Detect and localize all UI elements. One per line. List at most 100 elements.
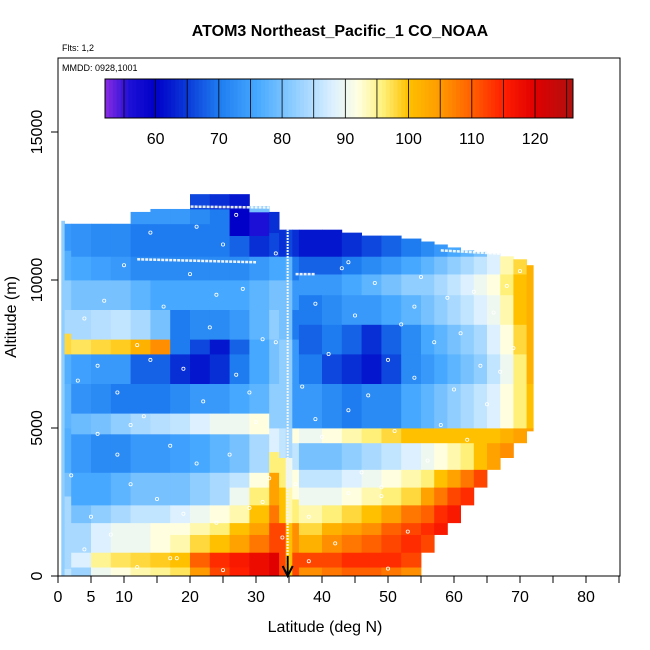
heatmap-cell: [209, 534, 230, 553]
colorbar-segment: [128, 79, 133, 118]
heatmap-cell: [421, 428, 435, 444]
heatmap-cell: [447, 504, 461, 524]
colorbar-segment: [300, 79, 305, 118]
heatmap-cell: [91, 223, 112, 257]
heatmap-cell: [190, 433, 211, 473]
heatmap-cell: [91, 472, 112, 506]
heatmap-cell: [361, 324, 382, 355]
heatmap-cell: [279, 522, 287, 577]
sample-point: [478, 363, 483, 368]
heatmap-cell: [190, 223, 211, 257]
sample-point: [260, 337, 265, 342]
heatmap-cell: [285, 487, 293, 524]
colorbar-segment: [323, 79, 328, 118]
heatmap-cell: [322, 274, 343, 296]
heatmap-cell: [279, 256, 287, 281]
colorbar-segment: [526, 79, 531, 118]
colorbar-segment: [428, 79, 434, 118]
sample-point: [458, 331, 463, 336]
sample-point: [122, 263, 127, 268]
colorbar-segment: [120, 79, 125, 118]
colorbar-tick-label: 80: [273, 131, 291, 148]
flights-label: Flts: 1,2: [62, 43, 94, 53]
heatmap-cell: [71, 413, 92, 435]
heatmap-cell: [401, 274, 422, 296]
heatmap-cell: [341, 428, 362, 444]
colorbar-segment: [565, 79, 570, 118]
heatmap-cell: [150, 280, 171, 310]
heatmap-cell: [150, 504, 171, 524]
sample-point: [135, 343, 140, 348]
x-tick-label: 60: [445, 589, 463, 606]
heatmap-cell: [434, 324, 448, 355]
heatmap-cell: [487, 294, 501, 325]
heatmap-cell: [513, 324, 527, 355]
heatmap-cell: [229, 280, 250, 310]
heatmap-cell: [229, 354, 250, 384]
heatmap-cell: [434, 487, 448, 506]
sample-point: [95, 431, 100, 436]
heatmap-cell: [71, 567, 92, 577]
colorbar-segment: [354, 79, 359, 118]
sample-point: [247, 390, 252, 395]
heatmap-cell: [298, 256, 323, 275]
heatmap-cell: [285, 229, 293, 257]
colorbar-segment: [389, 79, 395, 118]
sample-point: [141, 414, 146, 419]
colorbar-segment: [151, 79, 157, 118]
colorbar-segment: [222, 79, 227, 118]
heatmap-cell: [269, 211, 280, 234]
heatmap-cell: [401, 487, 422, 506]
colorbar-segment: [491, 79, 496, 118]
heatmap-cell: [249, 413, 270, 435]
colorbar-segment: [206, 79, 211, 118]
colorbar-segment: [561, 79, 566, 118]
heatmap-cell: [229, 194, 250, 210]
heatmap-cell: [322, 294, 343, 325]
y-tick-label: 15000: [29, 110, 46, 155]
heatmap-cell: [500, 442, 514, 458]
heatmap-cell: [285, 457, 293, 488]
colorbar-segment: [171, 79, 176, 118]
dates-label: MMDD: 0928,1001: [62, 63, 138, 73]
heatmap-cell: [190, 413, 211, 435]
heatmap-cell: [71, 383, 92, 414]
heatmap-cell: [150, 309, 171, 340]
heatmap-cell: [421, 274, 435, 296]
colorbar-segment: [459, 79, 465, 118]
x-tick-label: 20: [181, 589, 199, 606]
heatmap-cell: [249, 504, 270, 524]
sample-point: [445, 295, 450, 300]
heatmap-cell: [110, 522, 131, 553]
heatmap-cell: [298, 534, 323, 553]
sample-point: [267, 476, 272, 481]
heatmap-cell: [447, 442, 461, 470]
heatmap-cell: [190, 567, 211, 577]
y-tick-label: 0: [29, 571, 46, 580]
colorbar-segment: [479, 79, 484, 118]
heatmap-cell: [249, 309, 270, 340]
colorbar-segment: [202, 79, 207, 118]
heatmap-cell: [434, 294, 448, 325]
colorbar-segment: [405, 79, 410, 118]
heatmap-cell: [381, 534, 402, 553]
colorbar-segment: [132, 79, 137, 118]
heatmap-cell: [229, 383, 250, 414]
colorbar-segment: [288, 79, 293, 118]
heatmap-cell: [64, 428, 72, 473]
sample-point: [432, 340, 437, 345]
heatmap-cell: [361, 567, 382, 577]
heatmap-cell: [460, 256, 475, 275]
colorbar-segment: [510, 79, 515, 118]
heatmap-cell: [361, 534, 382, 553]
sample-point: [220, 242, 225, 247]
heatmap-cell: [292, 280, 300, 310]
heatmap-cell: [249, 206, 270, 213]
heatmap-cell: [421, 354, 435, 384]
heatmap-cell: [91, 433, 112, 473]
heatmap-cell: [130, 504, 151, 524]
colorbar-segment: [147, 79, 153, 118]
heatmap-cell: [487, 324, 501, 355]
sample-point: [346, 491, 351, 496]
heatmap-cell: [434, 522, 448, 535]
